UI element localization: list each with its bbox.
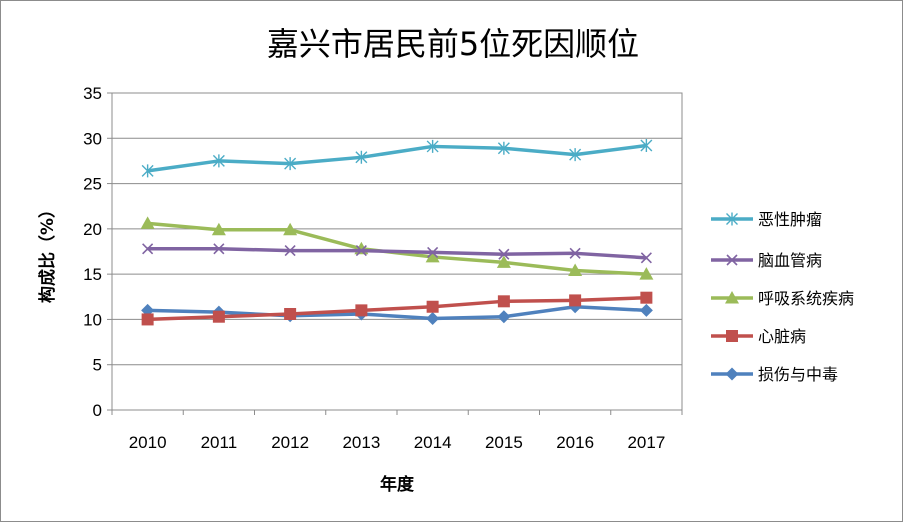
data-point bbox=[496, 255, 511, 268]
series-line bbox=[147, 304, 647, 321]
legend-label: 脑血管病 bbox=[758, 251, 822, 270]
data-point bbox=[426, 139, 439, 153]
data-point bbox=[427, 246, 439, 258]
data-point bbox=[640, 252, 652, 264]
legend-label: 恶性肿瘤 bbox=[758, 210, 822, 229]
legend-label: 损伤与中毒 bbox=[758, 365, 838, 384]
series-line bbox=[147, 143, 647, 173]
x-tick-label: 2013 bbox=[342, 433, 380, 452]
data-point bbox=[213, 243, 225, 255]
data-point bbox=[426, 312, 440, 326]
chart-title: 嘉兴市居民前5位死因顺位 bbox=[267, 25, 639, 63]
data-point bbox=[142, 243, 154, 255]
data-point bbox=[284, 245, 296, 257]
data-point bbox=[211, 222, 226, 236]
legend-marker bbox=[725, 291, 739, 304]
series-4 bbox=[141, 291, 653, 326]
x-tick-label: 2015 bbox=[485, 433, 523, 452]
y-tick-label: 35 bbox=[83, 84, 102, 103]
data-point bbox=[426, 300, 439, 313]
y-tick-label: 15 bbox=[83, 265, 102, 284]
x-axis-title: 年度 bbox=[380, 474, 415, 495]
series-2 bbox=[142, 243, 652, 264]
legend-label: 呼吸系统疾病 bbox=[758, 289, 854, 308]
legend-item: 呼吸系统疾病 bbox=[711, 289, 854, 308]
legend-item: 恶性肿瘤 bbox=[711, 210, 822, 229]
x-tick-label: 2017 bbox=[627, 433, 665, 452]
legend-item: 损伤与中毒 bbox=[711, 365, 838, 384]
data-point bbox=[141, 164, 154, 178]
data-point bbox=[640, 291, 653, 304]
x-tick-label: 2014 bbox=[414, 433, 452, 452]
legend-item: 心脏病 bbox=[711, 327, 806, 346]
data-point bbox=[569, 294, 582, 307]
data-point bbox=[425, 249, 440, 263]
data-point bbox=[355, 245, 367, 257]
data-point bbox=[283, 222, 298, 236]
data-point bbox=[284, 157, 297, 171]
y-tick-label: 20 bbox=[83, 220, 102, 239]
legend-marker bbox=[726, 254, 738, 266]
y-tick-label: 0 bbox=[93, 401, 102, 420]
x-tick-label: 2016 bbox=[556, 433, 594, 452]
legend-marker bbox=[725, 367, 739, 381]
series-lines bbox=[140, 139, 654, 326]
data-point bbox=[497, 141, 510, 155]
x-tick-label: 2010 bbox=[129, 433, 167, 452]
data-point bbox=[639, 303, 653, 317]
x-tick-label: 2012 bbox=[271, 433, 309, 452]
data-point bbox=[497, 310, 511, 324]
series-line bbox=[147, 295, 647, 322]
data-point bbox=[141, 313, 154, 326]
data-point bbox=[497, 295, 510, 308]
data-point bbox=[498, 248, 510, 260]
y-tick-label: 5 bbox=[93, 356, 102, 375]
series-1 bbox=[141, 139, 653, 178]
legend-item: 脑血管病 bbox=[711, 251, 822, 270]
data-point bbox=[355, 304, 368, 317]
data-point bbox=[140, 216, 155, 229]
y-axis-title: 构成比（%） bbox=[37, 201, 58, 303]
legend-marker bbox=[726, 330, 738, 342]
x-tick-label: 2011 bbox=[201, 433, 238, 452]
data-point bbox=[640, 139, 653, 153]
x-axis-ticks: 2010 2011 2012 2013 2014 2015 2016 2017 bbox=[111, 410, 683, 452]
y-tick-label: 10 bbox=[83, 310, 102, 329]
y-axis-ticks: 0 5 10 15 20 25 30 35 bbox=[83, 84, 112, 420]
data-point bbox=[212, 154, 225, 168]
data-point bbox=[569, 148, 582, 162]
data-point bbox=[639, 267, 654, 280]
data-point bbox=[212, 310, 225, 323]
data-point bbox=[355, 150, 368, 164]
legend-marker bbox=[726, 212, 738, 226]
data-point bbox=[568, 263, 583, 277]
data-point bbox=[569, 247, 581, 259]
data-point bbox=[284, 307, 297, 320]
series-line bbox=[147, 247, 647, 260]
y-tick-label: 30 bbox=[83, 129, 102, 148]
y-tick-label: 25 bbox=[83, 175, 102, 194]
legend-label: 心脏病 bbox=[758, 327, 806, 346]
